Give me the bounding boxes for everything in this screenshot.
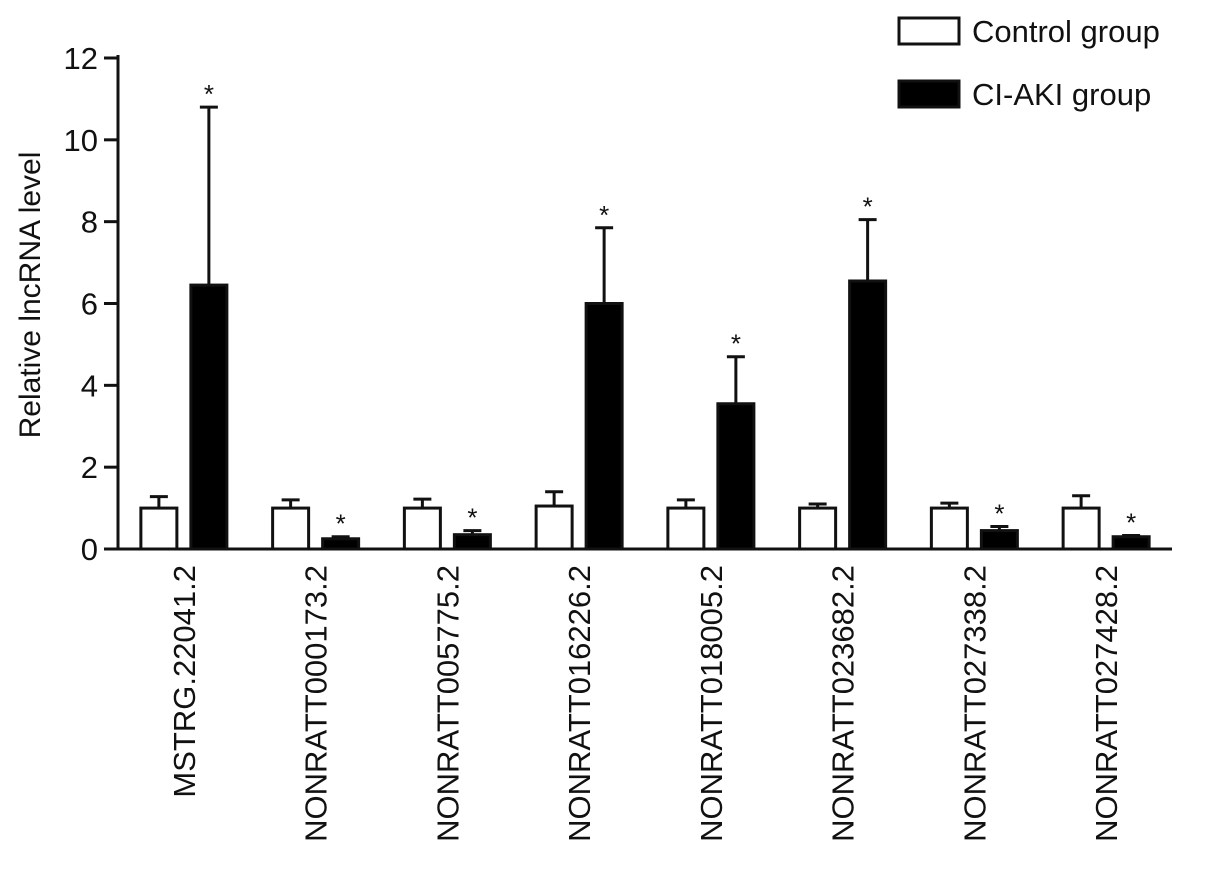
axes [116,55,1172,551]
significance-marker: * [599,200,609,230]
significance-marker: * [204,79,214,109]
significance-marker: * [994,498,1004,528]
bar-group: * [271,498,361,551]
bar-ci-aki [716,402,756,551]
x-tick-label: MSTRG.22041.2 [167,565,202,798]
legend-swatch-control [897,16,961,46]
bar-group: * [534,200,624,551]
bar-ci-aki [979,529,1019,551]
x-tick-labels: MSTRG.22041.2 NONRATT000173.2 NONRATT00577… [167,565,1124,842]
bar-control [139,506,179,551]
bar-ci-aki [1111,535,1151,551]
bar-ci-aki [584,302,624,551]
significance-marker: * [467,503,477,533]
x-tick-label: NONRATT016226.2 [562,565,597,842]
bar-control [271,506,311,551]
bar-group: * [798,192,888,551]
bar-group: * [666,329,756,551]
x-tick-label: NONRATT027338.2 [957,565,992,842]
y-tick-label: 2 [81,450,98,485]
bar-group: * [929,498,1019,551]
bar-ci-aki [452,533,492,551]
bar-group: * [139,79,229,551]
bar-group: * [402,497,492,551]
bar-ci-aki [189,283,229,551]
bar-control [402,506,442,551]
y-tick-label: 8 [81,205,98,240]
significance-marker: * [731,329,741,359]
bar-control [1061,506,1101,551]
legend-swatch-ci-aki [897,79,961,109]
y-tick-label: 6 [81,287,98,322]
significance-marker: * [863,192,873,222]
x-tick-label: NONRATT027428.2 [1089,565,1124,842]
bar-control [666,506,706,551]
y-tick-label: 0 [81,532,98,567]
y-tick-label: 4 [81,368,98,403]
y-ticks: 0 2 4 6 8 10 12 [64,41,118,567]
y-tick-label: 12 [64,41,98,76]
x-tick-label: NONRATT005775.2 [430,565,465,842]
legend: Control group CI-AKI group [897,14,1160,112]
bar-group: * [1061,494,1151,551]
significance-marker: * [1126,507,1136,537]
x-tick-label: NONRATT018005.2 [694,565,729,842]
x-tick-label: NONRATT023682.2 [826,565,861,842]
bar-control [798,506,838,551]
bar-ci-aki [321,537,361,551]
bar-control [929,506,969,551]
bar-control [534,504,574,551]
y-tick-label: 10 [64,123,98,158]
bars: * * * * * * * * [139,79,1151,551]
bar-ci-aki [848,279,888,551]
y-axis-label: Relative lncRNA level [14,152,47,439]
significance-marker: * [336,509,346,539]
x-tick-label: NONRATT000173.2 [299,565,334,842]
legend-label: CI-AKI group [972,77,1151,112]
legend-label: Control group [972,14,1160,49]
